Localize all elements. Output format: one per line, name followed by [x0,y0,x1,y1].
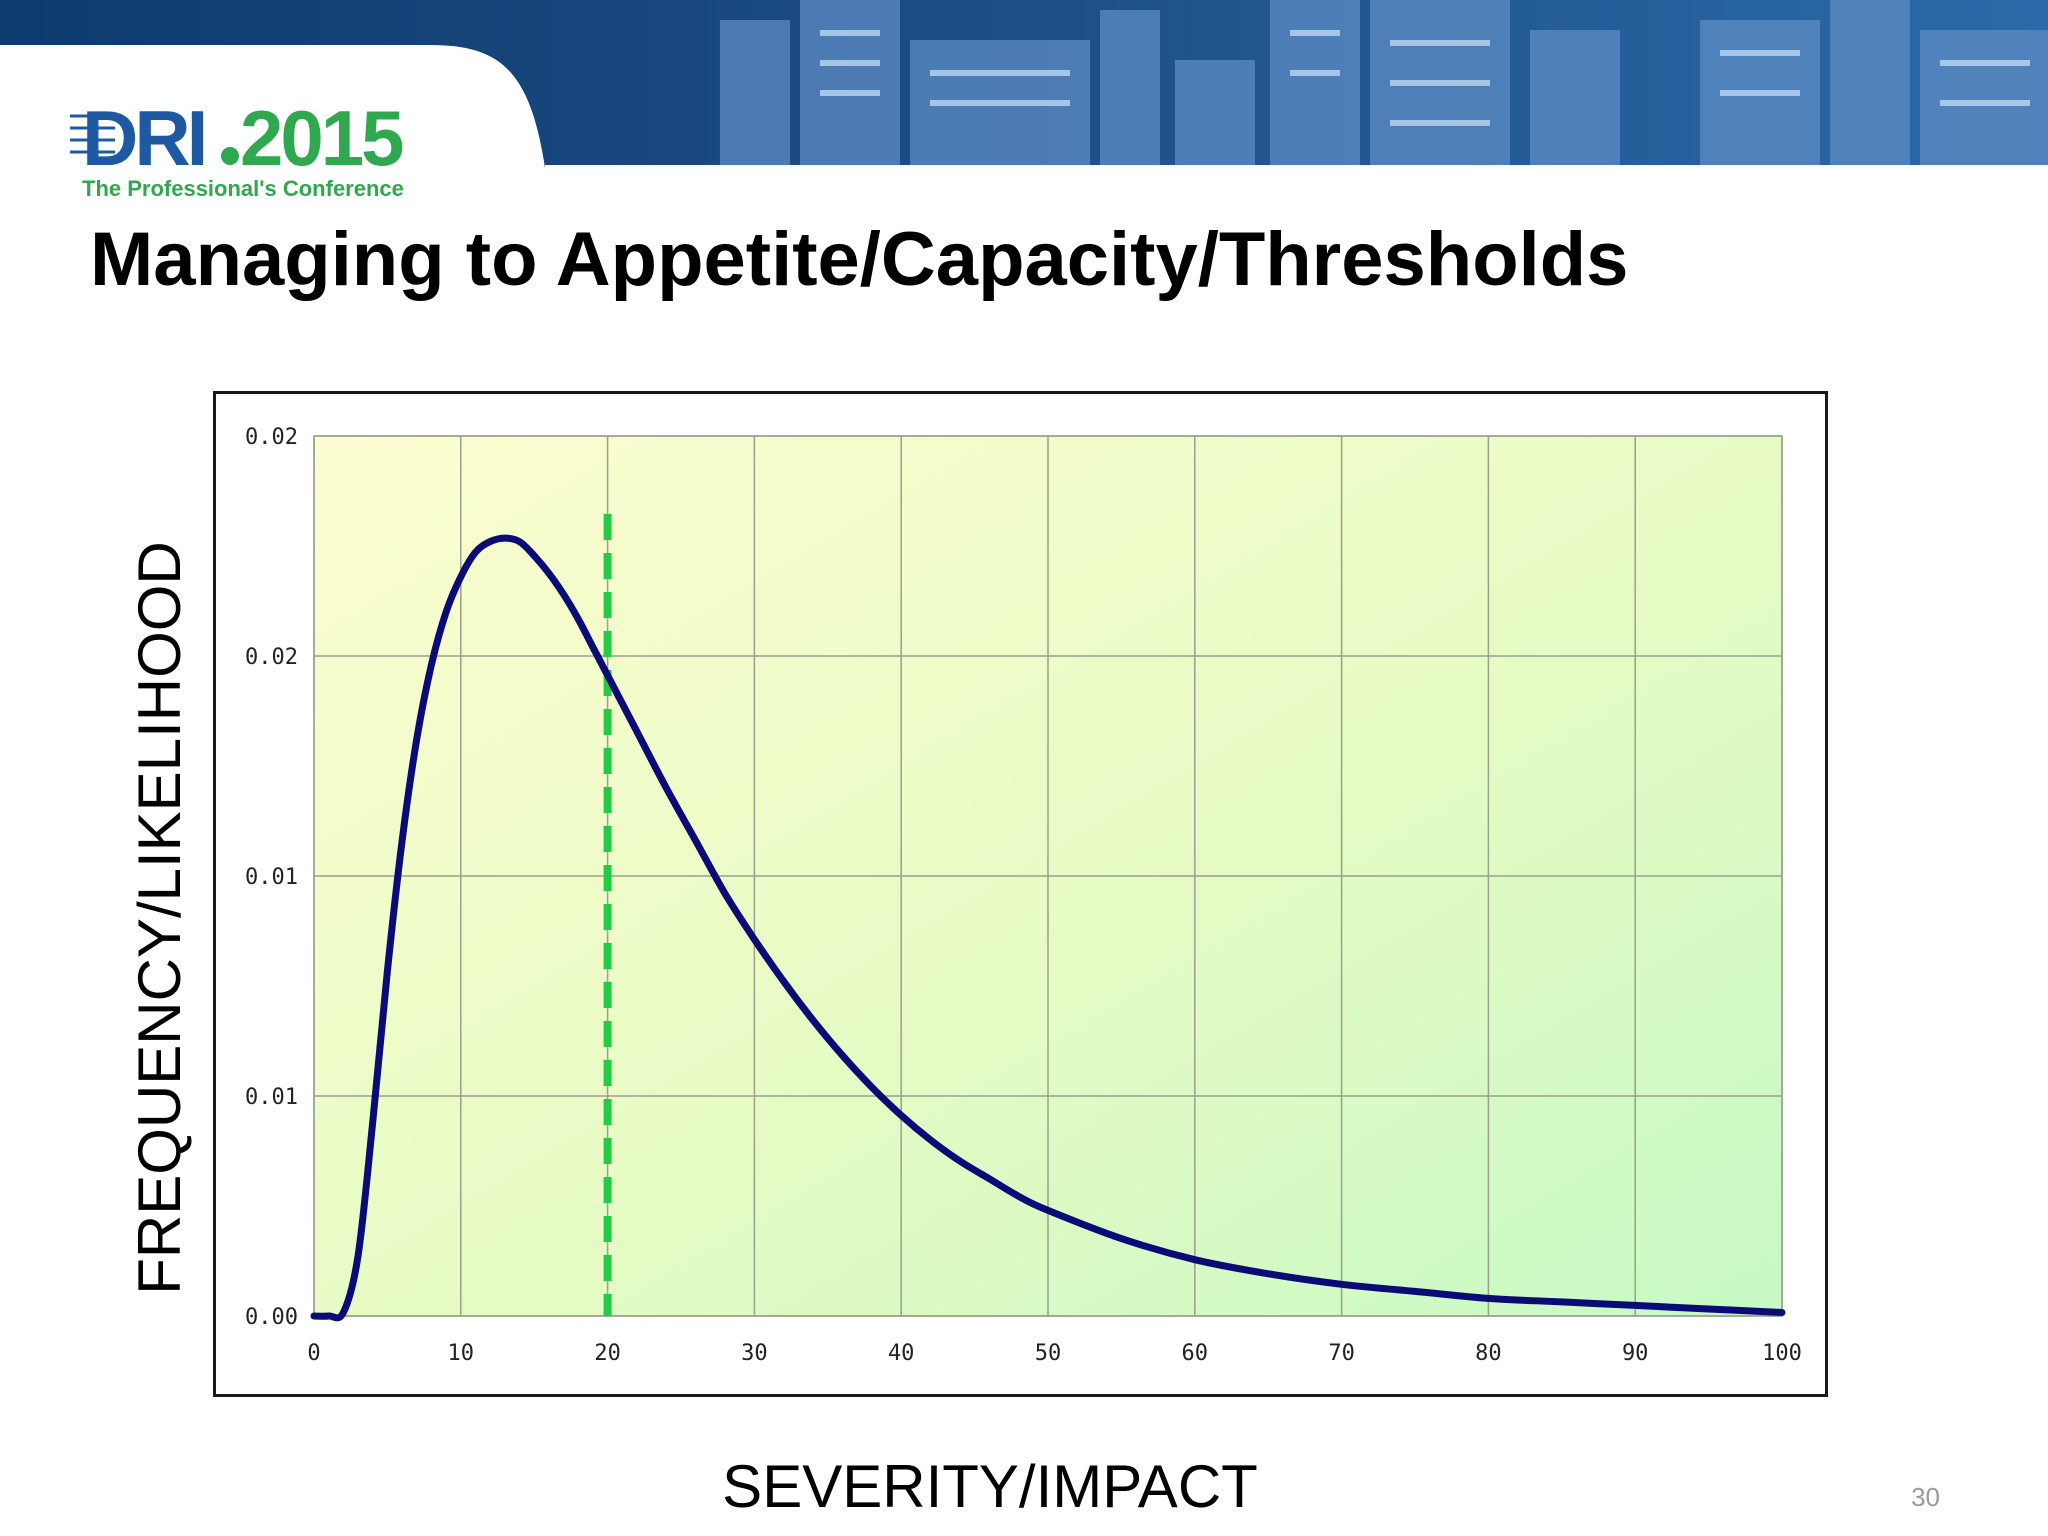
distribution-chart: 0.00 0.01 0.01 0.02 0.02 0 10 20 30 40 50 60 70 80 90… [245,425,1802,1366]
y-tick-label: 0.02 [245,425,298,450]
x-tick-label: 60 [1182,1341,1209,1366]
x-axis-label: SEVERITY/IMPACT [722,1453,1258,1520]
x-tick-label: 90 [1622,1341,1649,1366]
skyline-buildings [720,0,2048,168]
x-tick-labels: 0 10 20 30 40 50 60 70 80 90 100 [307,1341,1802,1366]
x-tick-label: 80 [1475,1341,1502,1366]
page-number: 30 [1911,1482,1940,1512]
y-tick-labels: 0.00 0.01 0.01 0.02 0.02 [245,425,298,1330]
grid-lines [313,435,1783,1317]
header-banner [0,0,2048,168]
logo-tagline: The Professional's Conference [82,176,404,201]
x-tick-label: 70 [1328,1341,1355,1366]
banner-white-curve [0,45,545,168]
skyline-windows [820,30,2030,126]
x-tick-label: 10 [448,1341,475,1366]
x-tick-label: 40 [888,1341,915,1366]
y-tick-label: 0.01 [245,865,298,890]
x-tick-label: 100 [1762,1341,1802,1366]
y-tick-label: 0.00 [245,1305,298,1330]
chart-frame: 0.00 0.01 0.01 0.02 0.02 0 10 20 30 40 50 60 70 80 90… [213,391,1828,1397]
logo-dot-icon [221,147,239,165]
logo-year-text: 2015 [240,94,403,182]
dri-logo: DRI 2015 The Professional's Conference [70,94,406,201]
page-title: Managing to Appetite/Capacity/Thresholds [90,217,1629,302]
series-line [310,534,1786,1322]
x-tick-label: 30 [741,1341,768,1366]
logo-dri-text: DRI [82,94,204,182]
x-tick-label: 0 [307,1341,320,1366]
x-tick-label: 20 [594,1341,621,1366]
logo-speed-lines [70,114,115,154]
y-tick-label: 0.02 [245,645,298,670]
x-tick-label: 50 [1035,1341,1062,1366]
y-tick-label: 0.01 [245,1085,298,1110]
y-axis-label: FREQUENCY/LIKELIHOOD [126,541,193,1295]
